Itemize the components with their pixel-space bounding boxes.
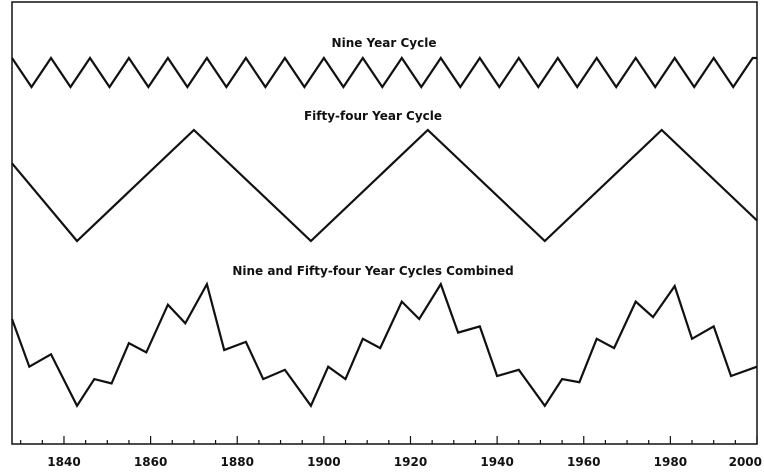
x-tick-label-1900: 1900 (307, 455, 340, 469)
x-tick-label-1960: 1960 (567, 455, 600, 469)
series-line-combined (10, 281, 758, 409)
x-tick-label-1860: 1860 (134, 455, 167, 469)
series-line-fifty-four-year (11, 128, 758, 243)
panel-title-fifty-four-year: Fifty-four Year Cycle (304, 109, 442, 123)
x-tick-label-1840: 1840 (47, 455, 80, 469)
series-line-nine-year (11, 56, 757, 89)
x-axis: 1840 1860 1880 1900 1920 1940 1960 1980 2000 (20, 436, 762, 469)
panel-title-combined: Nine and Fifty-four Year Cycles Combined (232, 264, 513, 278)
x-tick-label-1880: 1880 (221, 455, 254, 469)
panel-title-nine-year: Nine Year Cycle (332, 36, 437, 50)
plot-frame (11, 1, 758, 445)
x-tick-label-1940: 1940 (480, 455, 513, 469)
x-tick-label-1980: 1980 (654, 455, 687, 469)
x-tick-label-1920: 1920 (394, 455, 427, 469)
x-tick-label-2000: 2000 (729, 455, 762, 469)
